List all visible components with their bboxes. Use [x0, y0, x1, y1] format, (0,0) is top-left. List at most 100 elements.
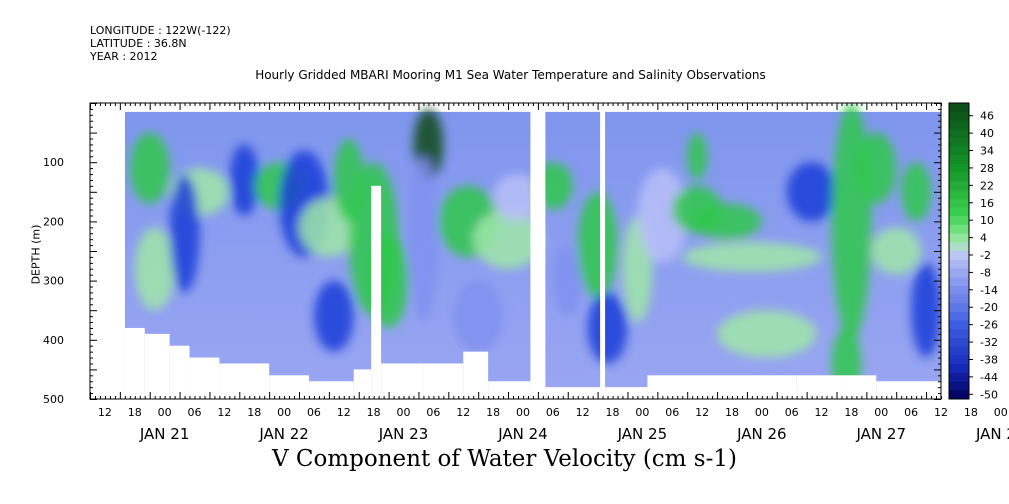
colorbar-cell [949, 259, 969, 269]
x-day-label: JAN 24 [497, 425, 548, 443]
colorbar-cell [949, 120, 969, 130]
x-hour-tick-label: 18 [486, 406, 500, 419]
field-feature [682, 242, 822, 272]
colorbar-cell [949, 155, 969, 165]
x-hour-tick-label: 00 [874, 406, 888, 419]
field-feature [687, 132, 708, 180]
colorbar-label: -38 [980, 353, 998, 366]
colorbar-label: -14 [980, 284, 998, 297]
field-feature [637, 168, 688, 263]
x-day-label: JAN 25 [617, 425, 668, 443]
field-feature [552, 245, 583, 317]
y-tick-label: 400 [43, 334, 64, 347]
colorbar-cell [949, 163, 969, 174]
colorbar-label: -50 [980, 388, 998, 401]
x-hour-tick-label: 12 [456, 406, 470, 419]
colorbar-cell [949, 277, 969, 287]
colorbar-cell [949, 190, 969, 200]
missing-data [545, 387, 601, 399]
missing-data [488, 381, 531, 399]
colorbar-cell [949, 242, 969, 252]
y-tick-label: 200 [43, 215, 64, 228]
missing-data [796, 375, 842, 399]
colorbar-cell [949, 233, 969, 243]
field-features [129, 103, 941, 399]
colorbar-cell [949, 390, 969, 400]
field-feature [587, 292, 628, 364]
colorbar-label: -32 [980, 336, 998, 349]
colorbar-label: -26 [980, 319, 998, 332]
y-tick-label: 300 [43, 275, 64, 288]
chart-subtitle: Hourly Gridded MBARI Mooring M1 Sea Wate… [255, 68, 766, 82]
colorbar-cell [949, 198, 969, 208]
colorbar-cell [949, 303, 969, 313]
y-tick-label: 100 [43, 156, 64, 169]
x-hour-tick-label: 18 [964, 406, 978, 419]
field-feature [134, 227, 175, 311]
colorbar-cell [949, 285, 969, 296]
colorbar-label: 22 [980, 179, 994, 192]
colorbar-label: -8 [980, 266, 991, 279]
x-hour-tick-label: 06 [426, 406, 440, 419]
colorbar-label: 4 [980, 232, 987, 245]
colorbar-cell [949, 320, 969, 330]
x-hour-tick-label: 06 [546, 406, 560, 419]
colorbar-cell [949, 346, 969, 356]
colorbar-label: -20 [980, 301, 998, 314]
colorbar-label: 46 [980, 110, 994, 123]
field-feature [692, 203, 762, 240]
colorbar-cell [949, 381, 969, 391]
x-hour-tick-label: 18 [606, 406, 620, 419]
colorbar-cell [949, 364, 969, 374]
x-hour-tick-label: 00 [755, 406, 769, 419]
missing-data [269, 375, 309, 399]
x-hour-tick-label: 06 [188, 406, 202, 419]
colorbar-cell [949, 103, 969, 113]
colorbar-label: -44 [980, 371, 998, 384]
missing-data [169, 345, 190, 399]
missing-data [144, 333, 170, 399]
field-feature [577, 191, 618, 299]
field-feature [129, 132, 170, 204]
x-hour-tick-label: 00 [516, 406, 530, 419]
colorbar-cell [949, 172, 969, 182]
colorbar-cell [949, 216, 969, 226]
x-hour-tick-label: 00 [397, 406, 411, 419]
colorbar-cell [949, 111, 969, 121]
colorbar-cell [949, 329, 969, 339]
colorbar-frame [948, 102, 970, 400]
x-day-label: JAN 21 [139, 425, 190, 443]
latitude-label: LATITUDE : 36.8N [90, 37, 187, 50]
x-hour-tick-label: 00 [994, 406, 1008, 419]
missing-data [423, 363, 464, 399]
missing-data [530, 103, 546, 399]
colorbar-cell [949, 338, 969, 348]
field-feature [871, 227, 922, 275]
x-hour-tick-label: 12 [217, 406, 231, 419]
field-feature [856, 132, 897, 204]
missing-data [371, 185, 382, 399]
year-label: YEAR : 2012 [90, 50, 158, 63]
missing-data [124, 327, 145, 399]
x-hour-tick-label: 06 [904, 406, 918, 419]
missing-data [463, 351, 489, 399]
x-hour-tick-label: 06 [665, 406, 679, 419]
colorbar-cell [949, 372, 969, 383]
field-feature [901, 162, 932, 222]
x-hour-tick-label: 06 [307, 406, 321, 419]
colorbar-cell [949, 251, 969, 261]
colorbar-cell [949, 181, 969, 191]
field-feature [169, 174, 200, 293]
x-hour-tick-label: 18 [725, 406, 739, 419]
axes: 12 18 00 06 12 18 00 06 12 18 00 06 12 18 00 06 12 18 00 06… [43, 102, 1009, 443]
field-feature [229, 144, 260, 216]
colorbar-cell [949, 294, 969, 304]
x-day-label: JAN 23 [378, 425, 429, 443]
field-feature [408, 156, 439, 323]
missing-data [876, 381, 941, 399]
colorbar-cell [949, 146, 969, 156]
x-hour-tick-label: 12 [337, 406, 351, 419]
field-feature [911, 262, 941, 358]
colorbar-label: 40 [980, 127, 994, 140]
field-feature [453, 280, 504, 352]
